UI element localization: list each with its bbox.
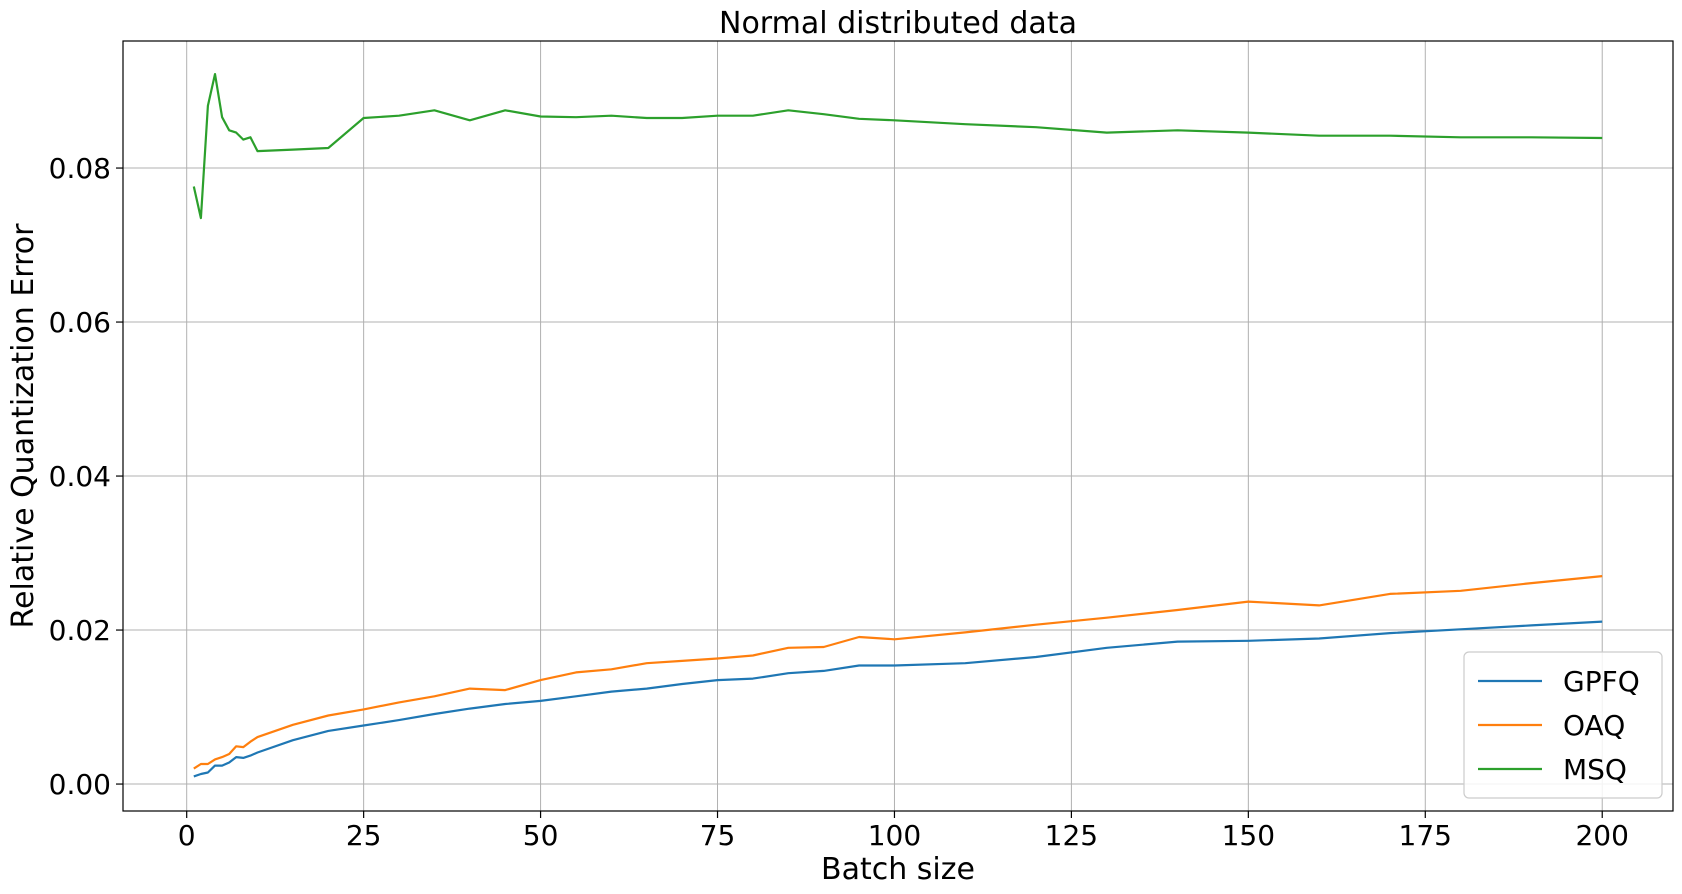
x-tick-label: 0 (178, 819, 196, 852)
legend-label-oaq: OAQ (1563, 709, 1625, 742)
series-line-gpfq (193, 620, 1603, 778)
x-tick-label: 50 (523, 819, 559, 852)
axis-ticks: 0 25 50 75 100 125 150 175 200 0.00 0.02 0.04 0.06 0.… (49, 152, 1629, 852)
plot-frame (122, 40, 1674, 812)
y-tick-label: 0.00 (49, 768, 111, 801)
legend: GPFQ OAQ MSQ (1463, 651, 1663, 799)
legend-label-msq: MSQ (1563, 753, 1627, 786)
series-lines (192, 72, 1603, 778)
x-tick-label: 175 (1399, 819, 1452, 852)
series-line-oaq (193, 575, 1603, 770)
y-tick-label: 0.06 (49, 306, 111, 339)
series-line-msq (192, 72, 1603, 220)
chart-title: Normal distributed data (719, 6, 1077, 41)
x-tick-label: 25 (346, 819, 382, 852)
y-axis-label: Relative Quantization Error (6, 223, 41, 629)
x-tick-label: 100 (868, 819, 921, 852)
x-tick-label: 75 (700, 819, 736, 852)
legend-label-gpfq: GPFQ (1563, 665, 1640, 698)
x-axis-label: Batch size (821, 852, 975, 887)
legend-box (1463, 651, 1663, 799)
y-tick-label: 0.04 (49, 460, 111, 493)
y-tick-label: 0.02 (49, 614, 111, 647)
x-tick-label: 200 (1575, 819, 1628, 852)
x-tick-label: 150 (1222, 819, 1275, 852)
grid (123, 41, 1673, 811)
y-tick-label: 0.08 (49, 152, 111, 185)
x-tick-label: 125 (1045, 819, 1098, 852)
